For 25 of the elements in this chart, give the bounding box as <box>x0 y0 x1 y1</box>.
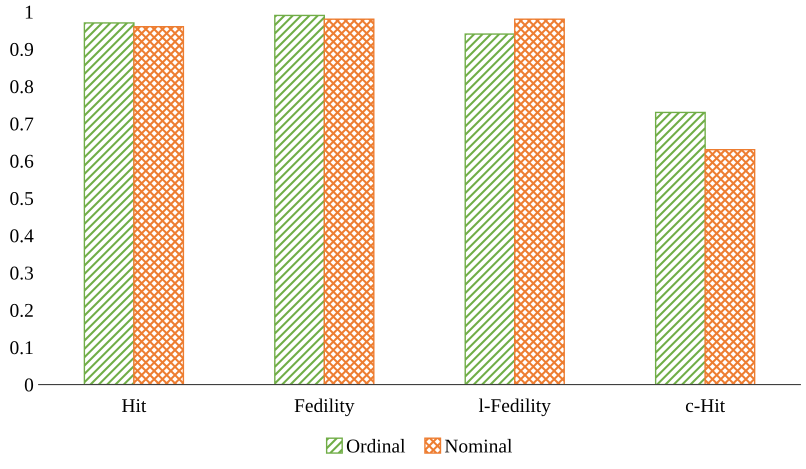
bar <box>133 26 184 385</box>
x-tick-label: Hit <box>122 399 146 412</box>
y-tick-label: 0.9 <box>10 42 34 56</box>
y-tick-label: 0.8 <box>10 80 34 94</box>
bar <box>324 18 375 385</box>
y-tick-label: 0.2 <box>10 304 33 318</box>
y-tick-label: 0.5 <box>10 192 34 206</box>
bar <box>704 148 756 385</box>
bar <box>514 18 565 385</box>
y-tick-label: 0.6 <box>10 154 34 168</box>
x-tick-label: c-Hit <box>686 399 726 412</box>
legend-label: Nominal <box>444 438 512 453</box>
bar <box>464 33 516 385</box>
y-tick-label: 0.4 <box>10 229 34 242</box>
bar <box>274 14 326 385</box>
bar <box>654 112 706 385</box>
y-tick-label: 0.1 <box>10 341 33 354</box>
x-tick-label: l-Fedility <box>478 398 551 416</box>
y-tick-label: 0 <box>24 378 34 392</box>
y-tick-label: 1 <box>26 6 33 18</box>
x-tick-label: Fedility <box>294 398 354 416</box>
legend-label: Ordinal <box>346 438 406 453</box>
bar <box>84 22 135 385</box>
y-tick-label: 0.7 <box>10 117 34 131</box>
y-tick-label: 0.3 <box>10 266 34 280</box>
